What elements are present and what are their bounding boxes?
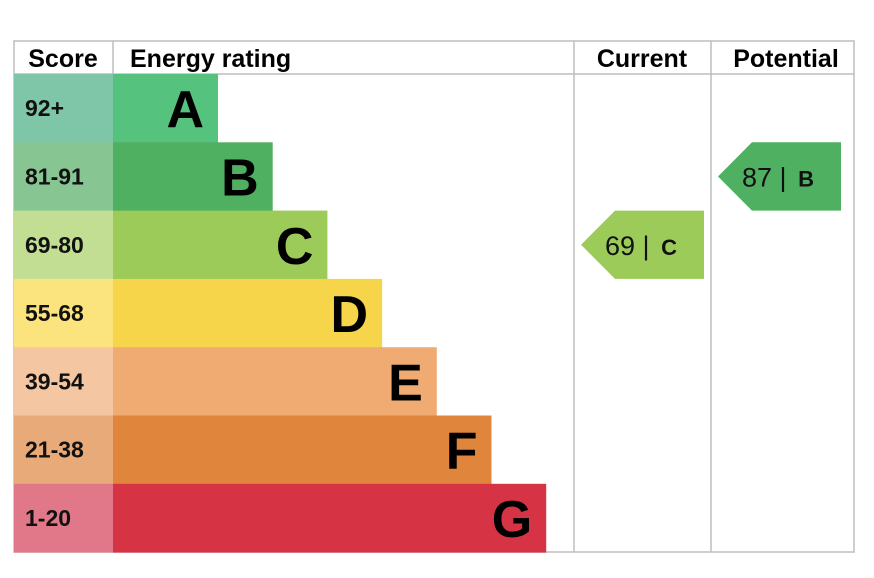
band-letter-f: F [446,423,478,481]
band-row-g: 1-20 G [14,483,547,553]
score-cell-b [14,142,113,212]
score-cell-g [14,483,113,553]
band-bar-f [113,415,492,485]
current-indicator-arrow [581,210,704,279]
score-range-f: 21-38 [25,437,84,463]
potential-indicator-arrow [718,142,841,211]
score-range-e: 39-54 [25,368,84,394]
score-cell-d [14,278,113,348]
band-row-e: 39-54 E [14,347,437,416]
score-cell-f [14,415,113,485]
band-row-d: 55-68 D [14,278,383,348]
score-range-c: 69-80 [25,232,84,258]
header-potential: Potential [733,45,839,73]
band-letter-c: C [276,218,314,276]
band-letter-d: D [331,286,369,344]
band-bar-e [113,347,437,416]
band-bar-g [113,483,547,553]
band-row-b: 81-91 B [14,142,273,212]
potential-indicator-value: 87 | B [742,162,814,192]
band-bar-d [113,278,383,348]
header-current: Current [597,45,688,73]
band-letter-b: B [221,149,259,207]
band-bar-c [113,210,328,280]
band-row-a: 92+ A [14,74,218,143]
score-cell-a [14,74,113,143]
band-letter-g: G [492,491,532,549]
score-range-a: 92+ [25,95,64,121]
current-indicator-value: 69 | C [605,231,677,261]
band-letter-a: A [166,81,204,139]
score-cell-c [14,210,113,280]
band-row-f: 21-38 F [14,415,492,485]
score-range-d: 55-68 [25,300,84,326]
score-range-b: 81-91 [25,163,84,189]
band-bar-a [113,74,218,143]
potential-indicator: 87 | B [718,142,841,211]
score-range-g: 1-20 [25,505,71,531]
band-bar-b [113,142,273,212]
band-row-c: 69-80 C [14,210,328,280]
rating-indicators: 69 | C 87 | B [581,142,841,279]
rating-bands: 92+ A 81-91 B 69-80 C 55-68 D 39-54 E 21-38 F 1-20 G [14,74,547,553]
current-indicator: 69 | C [581,210,704,279]
band-letter-e: E [388,354,423,412]
header-energy-rating: Energy rating [130,45,291,73]
score-cell-e [14,347,113,416]
header-score: Score [28,45,98,73]
